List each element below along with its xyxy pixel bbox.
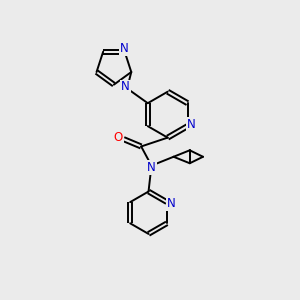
- Text: O: O: [114, 131, 123, 144]
- Text: N: N: [167, 197, 176, 210]
- Text: N: N: [121, 80, 130, 94]
- Text: N: N: [147, 160, 156, 174]
- Text: N: N: [120, 42, 129, 55]
- Text: N: N: [187, 118, 196, 131]
